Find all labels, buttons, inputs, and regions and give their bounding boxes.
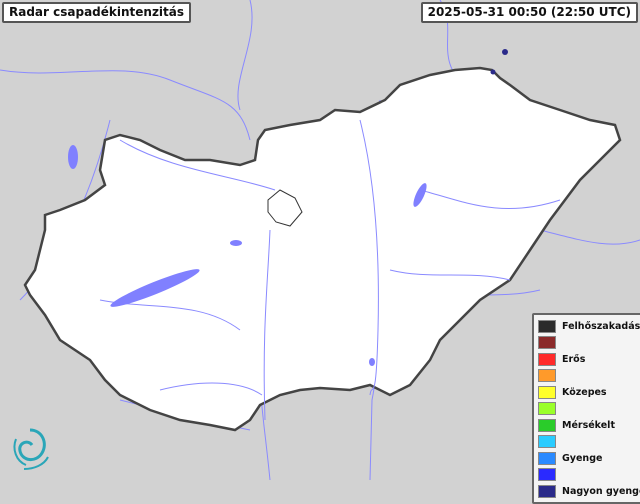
lake-ferto — [68, 145, 78, 169]
legend-item — [538, 467, 640, 484]
legend-item: Gyenge — [538, 450, 640, 467]
map-title: Radar csapadékintenzitás — [2, 2, 192, 23]
legend-swatch — [538, 451, 556, 465]
legend-swatch — [538, 369, 556, 383]
legend-item: Mérsékelt — [538, 417, 640, 434]
legend-label: Mérsékelt — [562, 419, 615, 431]
legend-swatch — [538, 402, 556, 416]
radar-echoes — [490, 49, 508, 75]
legend-swatch — [538, 319, 556, 333]
legend-swatch — [538, 468, 556, 482]
timestamp: 2025-05-31 00:50 (22:50 UTC) — [420, 2, 638, 23]
legend-label: Nagyon gyenge — [562, 485, 640, 497]
lake-tisza — [413, 183, 427, 207]
legend-item: Felhőszakadás — [538, 318, 640, 335]
legend-swatch — [538, 385, 556, 399]
legend-item: Közepes — [538, 384, 640, 401]
legend-item — [538, 434, 640, 451]
radar-map[interactable] — [0, 0, 640, 480]
intensity-legend: Felhőszakadás Erős Közepes Mérsékelt Gyenge N… — [532, 313, 640, 504]
legend-label: Gyenge — [562, 452, 603, 464]
legend-item: Erős — [538, 351, 640, 368]
legend-item — [538, 368, 640, 385]
budapest-outline — [267, 189, 303, 227]
legend-item: Nagyon gyenge — [538, 483, 640, 500]
legend-swatch — [538, 336, 556, 350]
lake-balaton — [110, 269, 200, 307]
legend-item — [538, 401, 640, 418]
legend-label: Közepes — [562, 386, 607, 398]
legend-label: Erős — [562, 353, 586, 365]
legend-swatch — [538, 435, 556, 449]
legend-swatch — [538, 352, 556, 366]
legend-item — [538, 335, 640, 352]
legend-label: Felhőszakadás — [562, 320, 640, 332]
legend-swatch — [538, 484, 556, 498]
lakes — [68, 145, 427, 366]
legend-swatch — [538, 418, 556, 432]
hungary-outline — [23, 66, 622, 432]
swirl-logo-icon — [13, 428, 49, 470]
